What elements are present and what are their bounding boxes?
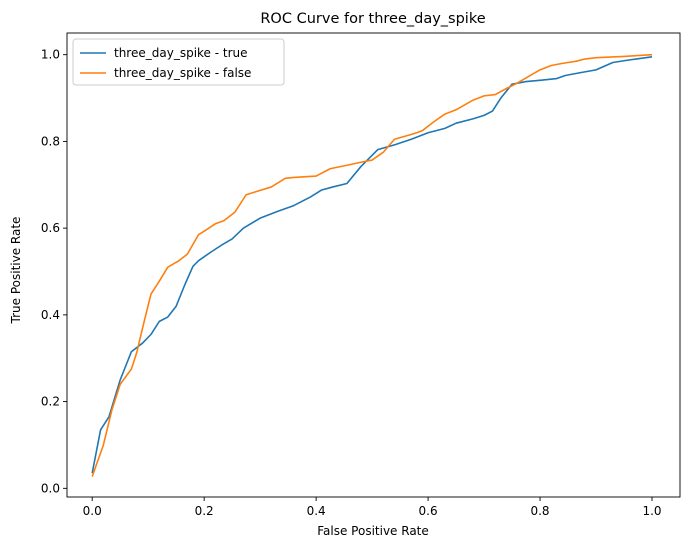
series-line-2 bbox=[91, 53, 653, 477]
series-line-1 bbox=[91, 56, 653, 474]
y-tick-label: 0.4 bbox=[41, 308, 60, 322]
y-tick-label: 0.2 bbox=[41, 395, 60, 409]
y-tick-label: 0.0 bbox=[41, 481, 60, 495]
x-tick-label: 0.4 bbox=[307, 504, 326, 518]
y-axis-label: True Positive Rate bbox=[9, 217, 23, 325]
x-tick-label: 0.0 bbox=[83, 504, 102, 518]
legend: three_day_spike - true three_day_spike - … bbox=[72, 38, 285, 86]
x-tick-label: 1.0 bbox=[642, 504, 661, 518]
y-tick-label: 0.8 bbox=[41, 134, 60, 148]
legend-label-2: three_day_spike - false bbox=[114, 66, 251, 80]
legend-box bbox=[72, 38, 285, 86]
y-tick-label: 0.6 bbox=[41, 221, 60, 235]
x-tick-label: 0.6 bbox=[419, 504, 438, 518]
plot-area: 0.0 0.2 0.4 0.6 0.8 1.0 0.0 0.2 0.4 0.6 0.8 1.0 bbox=[41, 32, 681, 518]
x-axis-label: False Positive Rate bbox=[317, 524, 429, 538]
legend-label-1: three_day_spike - true bbox=[114, 46, 248, 60]
y-tick-label: 1.0 bbox=[41, 48, 60, 62]
x-tick-label: 0.8 bbox=[530, 504, 549, 518]
chart-title: ROC Curve for three_day_spike bbox=[260, 11, 485, 27]
x-tick-label: 0.2 bbox=[195, 504, 214, 518]
axes-frame bbox=[66, 32, 681, 498]
